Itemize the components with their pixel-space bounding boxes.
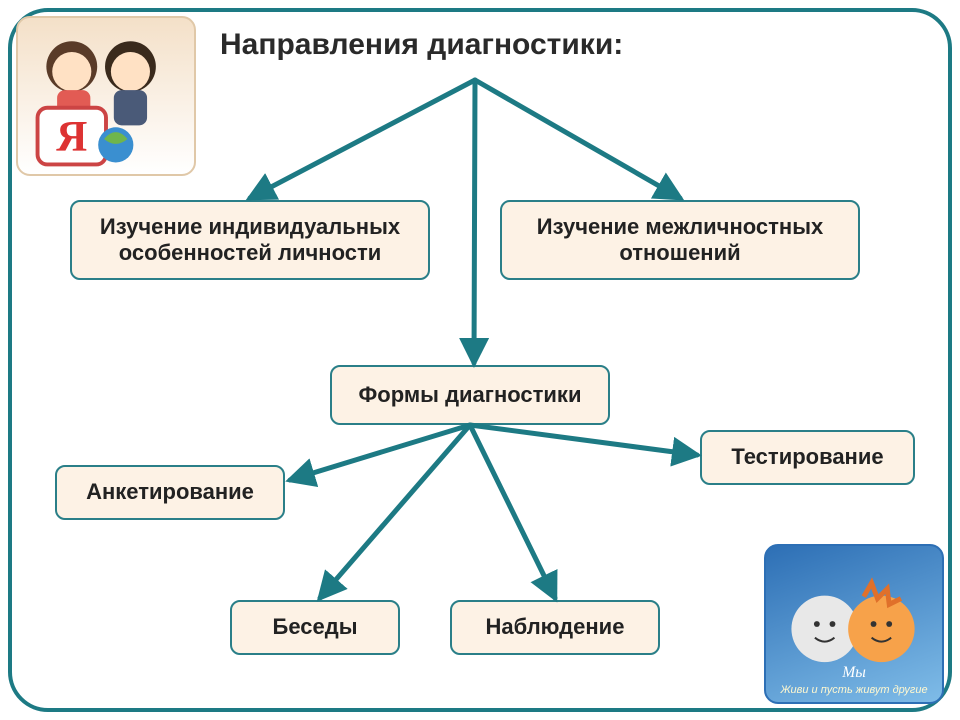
svg-text:Мы: Мы — [841, 664, 866, 681]
node-label: Наблюдение — [486, 614, 625, 640]
corner-image-top-left: Я — [16, 16, 196, 176]
node-talks: Беседы — [230, 600, 400, 655]
node-observation: Наблюдение — [450, 600, 660, 655]
node-label: Изучение индивидуальных особенностей лич… — [88, 214, 412, 267]
node-label: Беседы — [273, 614, 358, 640]
node-forms: Формы диагностики — [330, 365, 610, 425]
diagram-title: Направления диагностики: — [220, 28, 623, 62]
node-individual-features: Изучение индивидуальных особенностей лич… — [70, 200, 430, 280]
node-label: Тестирование — [731, 444, 883, 470]
svg-text:Я: Я — [56, 114, 87, 161]
node-label: Анкетирование — [86, 479, 254, 505]
node-label: Изучение межличностных отношений — [518, 214, 842, 267]
node-label: Формы диагностики — [359, 382, 582, 408]
corner-image-bottom-right: Мы Живи и пусть живут другие — [764, 544, 944, 704]
corner-caption: Живи и пусть живут другие — [774, 684, 934, 696]
node-interpersonal: Изучение межличностных отношений — [500, 200, 860, 280]
node-testing: Тестирование — [700, 430, 915, 485]
node-questionnaire: Анкетирование — [55, 465, 285, 520]
